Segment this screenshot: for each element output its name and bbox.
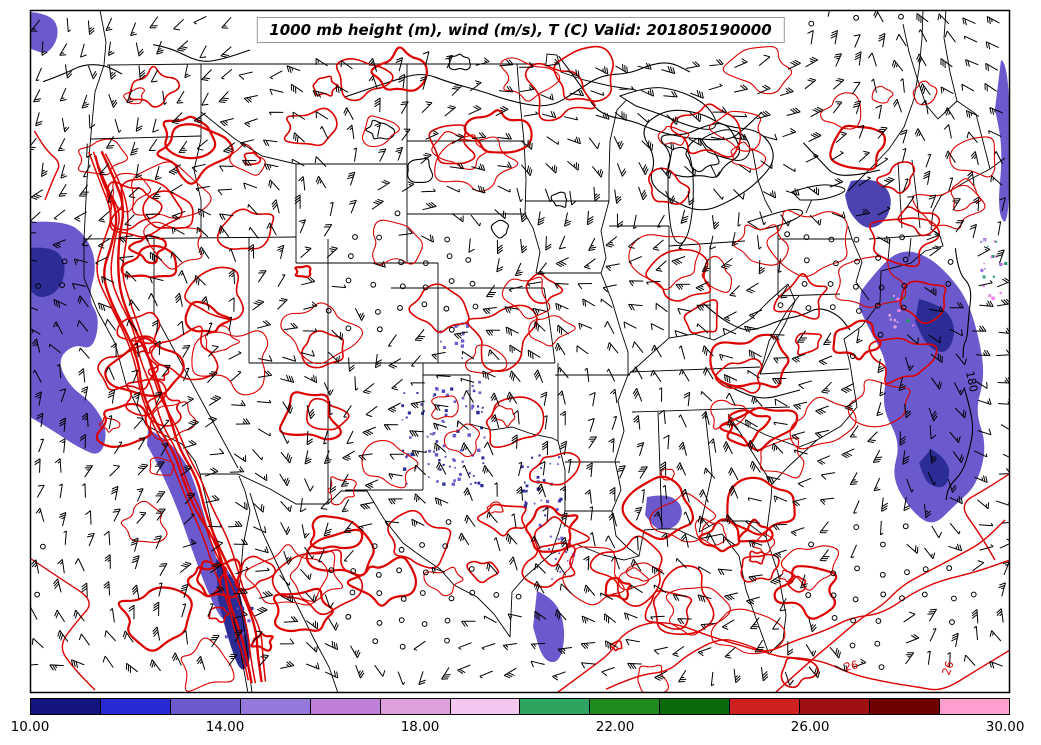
temperature-shading-layer — [30, 12, 1010, 670]
colorbar-segment — [869, 698, 940, 715]
colorbar-segment — [449, 698, 521, 715]
colorbar-tick-label: 22.00 — [595, 719, 635, 735]
colorbar-segment — [729, 698, 801, 715]
colorbar-tick-label: 14.00 — [205, 719, 245, 735]
wind-barbs — [30, 10, 1010, 687]
contour-label: 26 — [940, 659, 957, 677]
temperature-contours-layer — [30, 45, 1010, 693]
height-contours-layer — [42, 44, 974, 501]
colorbar-tick-label: 10.00 — [10, 719, 50, 735]
colorbar-tick-label: 18.00 — [400, 719, 440, 735]
colorbar-segment — [309, 698, 381, 715]
colorbar-segment — [799, 698, 871, 715]
colorbar-tick-label: 30.00 — [985, 719, 1025, 735]
contour-label: 26 — [843, 658, 859, 674]
colorbar-segment — [589, 698, 661, 715]
colorbar-segment — [169, 698, 241, 715]
calm-wind-circles — [34, 13, 977, 670]
colorbar — [30, 698, 1010, 715]
contour-labels-layer: 180 26 26 — [843, 370, 980, 677]
colorbar-segment — [379, 698, 451, 715]
colorbar-segment — [659, 698, 731, 715]
contour-label: 180 — [963, 370, 980, 393]
colorbar-segment — [938, 698, 1010, 715]
colorbar-tick-label: 26.00 — [790, 719, 830, 735]
wind-barbs-layer — [30, 10, 1010, 687]
plot-title: 1000 mb height (m), wind (m/s), T (C) Va… — [256, 17, 785, 43]
colorbar-segment — [239, 698, 311, 715]
colorbar-segment — [99, 698, 171, 715]
map-frame — [29, 9, 1011, 694]
colorbar-segment — [30, 698, 101, 715]
colorbar-segment — [519, 698, 591, 715]
